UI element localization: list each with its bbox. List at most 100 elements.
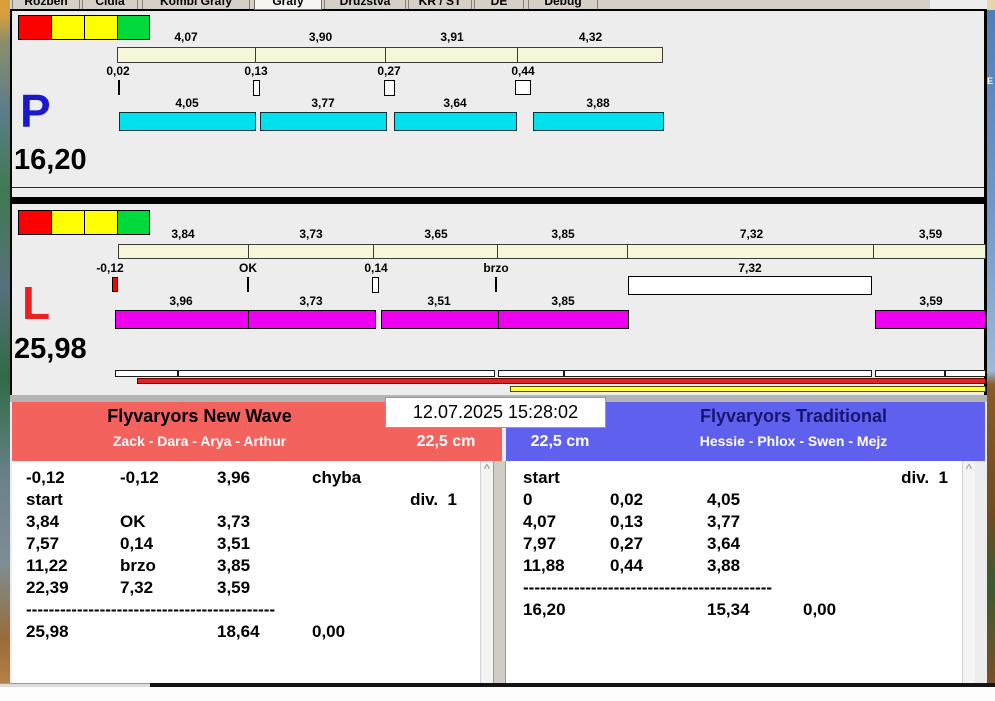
team-left-scrollbar[interactable]: ^ xyxy=(480,461,493,683)
tab-grafy[interactable]: Grafy xyxy=(254,0,322,10)
l-split-segment xyxy=(498,245,628,258)
light-green xyxy=(117,210,150,235)
team-left-members: Zack - Dara - Arya - Arthur xyxy=(112,433,287,449)
l-offset-label: -0,12 xyxy=(96,261,124,275)
screen-bottom-strip xyxy=(0,687,995,701)
graphs-border xyxy=(10,9,987,11)
desktop-edge-left xyxy=(0,0,10,687)
l-time-bar xyxy=(381,310,499,329)
cell: 3,59 xyxy=(217,578,251,597)
l-offset-marker xyxy=(372,277,379,293)
p-bar-label: 3,88 xyxy=(586,96,610,110)
main-window: Rozběh Čidla Kombi Grafy Grafy Družstva … xyxy=(10,0,987,687)
p-segment-labels: 4,07 3,90 3,91 4,32 xyxy=(117,30,663,44)
cell: 7,97 xyxy=(523,534,557,553)
total-cell: 0,00 xyxy=(803,600,837,619)
l-time-bar xyxy=(115,310,249,329)
l-time-bar xyxy=(248,310,376,329)
tab-label: Grafy xyxy=(272,0,304,8)
cell: 0 xyxy=(523,490,533,509)
mini-split-box xyxy=(875,370,945,377)
p-offset-marker xyxy=(118,80,120,95)
tab-label: Družstva xyxy=(339,0,391,8)
l-offset-label: 0,14 xyxy=(364,261,388,275)
l-split-bar xyxy=(118,244,986,259)
table-row: 11,88 0,44 3,88 xyxy=(506,556,962,578)
team-right-table: start div. 1 0 0,02 4,05 4,07 0,13 3,77 … xyxy=(506,461,962,683)
cell: 4,05 xyxy=(707,490,741,509)
l-offset-label: 7,32 xyxy=(738,261,762,275)
p-bar-label: 3,64 xyxy=(443,96,467,110)
table-dash-separator: ----------------------------------------… xyxy=(26,600,276,619)
scroll-up-icon[interactable]: ^ xyxy=(483,463,491,475)
l-offset-marker xyxy=(247,277,249,292)
division-label: div. 1 xyxy=(901,468,948,487)
p-bar-label: 3,77 xyxy=(311,96,335,110)
l-segment-label: 3,85 xyxy=(551,227,575,241)
total-cell: 25,98 xyxy=(26,622,69,641)
team-right-members: Hessie - Phlox - Swen - Mejz xyxy=(699,433,888,449)
table-row: -0,12 -0,12 3,96 chyba xyxy=(12,468,480,490)
p-offset-label: 0,44 xyxy=(511,64,535,78)
panel-vertical-divider xyxy=(493,461,506,683)
l-offset-label: brzo xyxy=(483,261,509,275)
cell: 3,64 xyxy=(707,534,741,553)
l-offset-marker-fault xyxy=(112,277,118,292)
team-left-header: Flyvaryors New Wave Zack - Dara - Arya -… xyxy=(12,402,502,461)
scroll-up-icon[interactable]: ^ xyxy=(965,463,973,475)
l-segment-label: 3,59 xyxy=(918,227,943,241)
team-left-name: Flyvaryors New Wave xyxy=(107,406,292,426)
p-segment-label: 3,91 xyxy=(440,30,464,44)
p-offset-marker xyxy=(253,80,260,96)
cell: 7,32 xyxy=(120,578,154,597)
table-row: 11,22 brzo 3,85 xyxy=(12,556,480,578)
tab-label: Rozběh xyxy=(24,0,68,8)
cell: 0,44 xyxy=(610,556,644,575)
team-right-distance: 22,5 cm xyxy=(530,433,590,450)
window-bottom-edge xyxy=(0,683,150,687)
team-right-scrollbar[interactable]: ^ xyxy=(962,461,975,683)
table-total-row: 25,98 18,64 0,00 xyxy=(12,622,480,644)
total-cell: 0,00 xyxy=(312,622,346,641)
light-red xyxy=(18,15,51,40)
p-segment-label: 3,90 xyxy=(308,30,333,44)
p-offset-marker xyxy=(384,80,395,96)
cell: 0,13 xyxy=(610,512,644,531)
table-row: 0 0,02 4,05 xyxy=(506,490,962,512)
desktop-edge-right xyxy=(987,0,995,687)
p-split-segment xyxy=(386,48,518,62)
light-green xyxy=(117,15,150,40)
p-split-segment xyxy=(518,48,662,62)
mini-split-box xyxy=(564,370,872,377)
light-yellow xyxy=(84,210,117,235)
light-yellow xyxy=(51,15,84,40)
p-start-lights xyxy=(18,15,150,40)
l-bar-label: 3,96 xyxy=(169,294,193,308)
mini-yellow-bar xyxy=(510,386,986,392)
l-segment-label: 3,73 xyxy=(299,227,323,241)
p-offset-marker xyxy=(515,80,531,95)
cell: start xyxy=(26,490,63,509)
cell: OK xyxy=(120,512,146,531)
p-time-bar xyxy=(119,112,256,131)
p-offset-label: 0,13 xyxy=(244,64,268,78)
l-bar-label: 3,85 xyxy=(551,294,575,308)
division-label: div. 1 xyxy=(410,490,457,509)
cell: chyba xyxy=(312,468,362,487)
team-left-table: -0,12 -0,12 3,96 chyba start div. 1 3,84… xyxy=(12,461,480,683)
tab-label: Debug xyxy=(544,0,582,8)
cell: 7,57 xyxy=(26,534,60,553)
panel-divider-thin xyxy=(12,187,984,188)
cell: start xyxy=(523,468,560,487)
cell: 0,27 xyxy=(610,534,644,553)
l-segment-labels: 3,84 3,73 3,65 3,85 7,32 3,59 xyxy=(118,227,986,241)
cell: 3,84 xyxy=(26,512,60,531)
cell: 11,22 xyxy=(26,556,68,575)
l-split-segment xyxy=(374,245,499,258)
light-yellow xyxy=(84,15,117,40)
l-bar-label: 3,73 xyxy=(299,294,323,308)
l-offset-marker xyxy=(495,277,497,292)
table-row: 7,97 0,27 3,64 xyxy=(506,534,962,556)
l-split-segment xyxy=(628,245,875,258)
